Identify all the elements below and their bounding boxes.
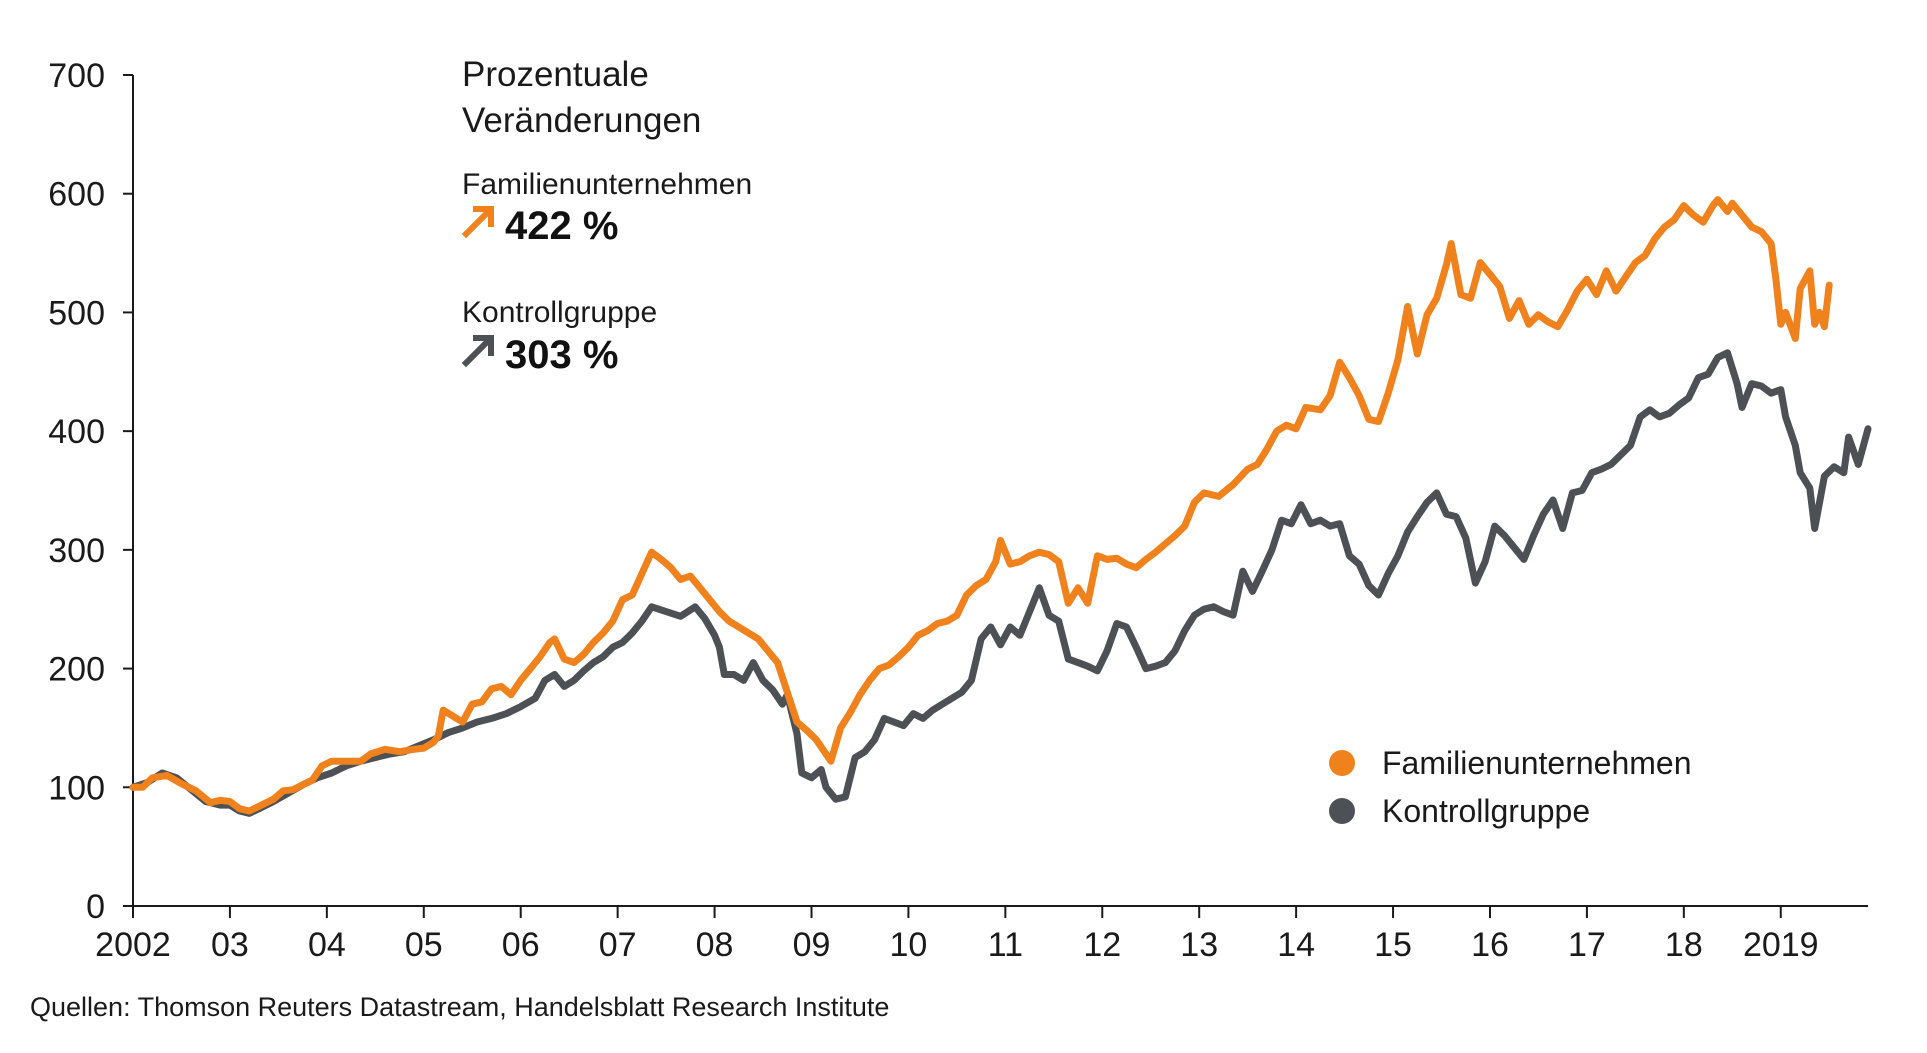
annotation-name: Kontrollgruppe <box>462 296 657 329</box>
y-tick-label: 300 <box>48 532 105 570</box>
x-tick-label: 08 <box>696 926 734 964</box>
legend: Familienunternehmen Kontrollgruppe <box>1329 745 1692 829</box>
legend-label-kontrollgruppe: Kontrollgruppe <box>1382 793 1590 829</box>
x-tick-label: 18 <box>1665 926 1703 964</box>
x-tick-label: 05 <box>405 926 443 964</box>
x-tick-label: 17 <box>1568 926 1606 964</box>
source-note: Quellen: Thomson Reuters Datastream, Han… <box>30 992 890 1022</box>
annotation-name: Familienunternehmen <box>462 168 752 201</box>
x-tick-label: 04 <box>308 926 346 964</box>
y-tick-label: 100 <box>48 769 105 807</box>
x-tick-label: 06 <box>502 926 540 964</box>
y-tick-label: 200 <box>48 651 105 689</box>
x-tick-label: 07 <box>599 926 637 964</box>
x-tick-label: 16 <box>1471 926 1509 964</box>
chart-title-line-2: Veränderungen <box>462 101 701 140</box>
annotation-kontrollgruppe: Kontrollgruppe 303 % <box>461 296 657 377</box>
y-tick-label: 600 <box>48 176 105 214</box>
up-arrow-icon <box>461 334 495 368</box>
series-line-kontrollgruppe <box>129 349 1872 817</box>
legend-swatch-kontrollgruppe <box>1329 798 1355 824</box>
y-tick-label: 500 <box>48 294 105 332</box>
series-line-familienunternehmen <box>129 196 1833 815</box>
y-axis: 0 100 200 300 400 500 600 700 <box>48 57 134 926</box>
chart-title-line-1: Prozentuale <box>462 55 649 94</box>
x-tick-label: 10 <box>890 926 928 964</box>
x-tick-label: 2002 <box>95 926 171 964</box>
x-tick-label: 11 <box>988 926 1023 964</box>
legend-label-familienunternehmen: Familienunternehmen <box>1382 745 1692 781</box>
annotation-familienunternehmen: Familienunternehmen 422 % <box>461 168 752 248</box>
chart-title: Prozentuale Veränderungen <box>462 55 701 140</box>
y-tick-label: 0 <box>86 888 105 926</box>
annotation-value: 422 % <box>505 204 618 248</box>
x-tick-label: 09 <box>793 926 831 964</box>
legend-swatch-familienunternehmen <box>1329 750 1355 776</box>
x-tick-label: 14 <box>1277 926 1315 964</box>
x-tick-label: 2019 <box>1743 926 1819 964</box>
y-tick-label: 700 <box>48 57 105 95</box>
series-layer <box>129 196 1872 817</box>
x-tick-label: 03 <box>211 926 249 964</box>
up-arrow-icon <box>461 205 495 239</box>
annotation-value: 303 % <box>505 333 618 377</box>
y-tick-label: 400 <box>48 413 105 451</box>
x-tick-label: 12 <box>1083 926 1121 964</box>
x-tick-label: 13 <box>1180 926 1218 964</box>
x-axis: 2002 03 04 05 06 07 08 09 10 11 12 13 14 15 16 17 18 2019 <box>95 905 1868 964</box>
x-tick-label: 15 <box>1374 926 1412 964</box>
